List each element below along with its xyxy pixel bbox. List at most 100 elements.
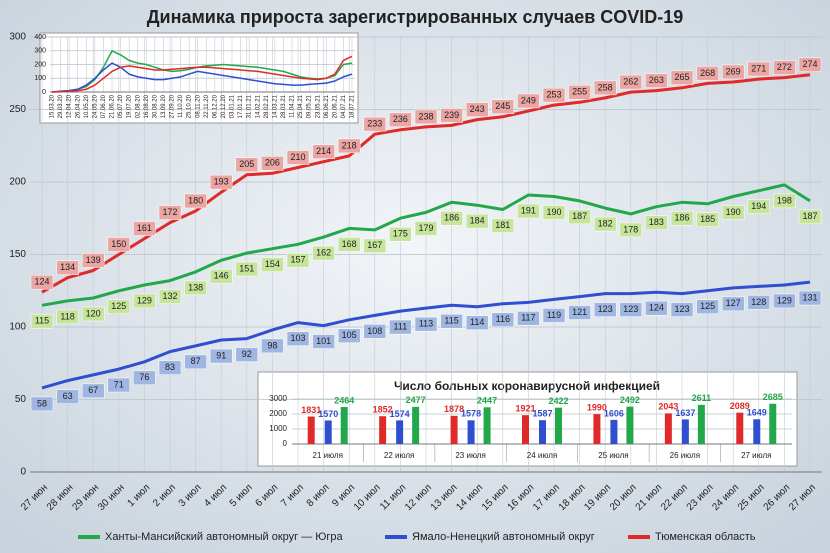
- data-label: 124: [649, 303, 664, 313]
- data-label-box: [81, 306, 105, 322]
- y-tick-label: 0: [20, 467, 26, 478]
- series-line: [51, 55, 353, 93]
- data-label: 181: [495, 220, 510, 230]
- x-tick-label: 26 июля: [670, 451, 700, 460]
- data-label-box: [337, 138, 361, 154]
- data-label-box: [568, 305, 591, 320]
- x-tick-label: 22 июля: [384, 451, 414, 460]
- data-label-box: [337, 328, 361, 343]
- data-label-box: [133, 370, 156, 386]
- data-label: 105: [342, 330, 357, 340]
- bar: [610, 419, 618, 444]
- data-label-box: [312, 334, 335, 349]
- data-label: 76: [139, 372, 149, 382]
- data-label: 210: [290, 152, 305, 162]
- data-label: 154: [265, 259, 280, 269]
- data-label-box: [235, 157, 259, 172]
- data-label: 191: [521, 205, 536, 215]
- x-tick-label: 24 июля: [527, 451, 557, 460]
- data-label: 258: [598, 82, 613, 92]
- bar: [539, 420, 546, 444]
- bar: [396, 420, 404, 444]
- x-tick-label: 12.04.20: [67, 94, 73, 118]
- bar: [753, 419, 761, 444]
- data-label-box: [286, 253, 310, 268]
- data-label: 129: [137, 295, 152, 305]
- series-line: [41, 280, 811, 390]
- data-label: 274: [802, 59, 817, 69]
- data-label: 185: [700, 214, 715, 224]
- data-label: 129: [777, 295, 792, 305]
- data-label: 58: [37, 398, 47, 408]
- data-label: 161: [137, 223, 152, 233]
- data-label-box: [619, 302, 643, 317]
- data-label: 172: [162, 207, 177, 217]
- x-tick-label: 09.05.21: [307, 94, 313, 118]
- data-label: 193: [214, 177, 229, 187]
- data-label: 182: [598, 218, 613, 228]
- data-label: 123: [623, 304, 638, 314]
- data-label-box: [721, 296, 745, 312]
- data-label: 98: [267, 340, 277, 350]
- x-tick-label: 14.03.21: [272, 94, 278, 118]
- data-label: 131: [802, 292, 817, 302]
- bar-value-label: 2447: [477, 396, 497, 406]
- x-tick-label: 16.08.20: [144, 94, 150, 118]
- x-tick-label: 30.08.20: [152, 94, 158, 118]
- x-tick-label: 31.01.21: [247, 94, 253, 118]
- data-label-box: [286, 150, 310, 165]
- data-label-box: [261, 257, 284, 272]
- data-label: 268: [700, 68, 715, 78]
- data-label-box: [414, 109, 438, 125]
- data-label-box: [286, 331, 310, 346]
- data-label: 184: [470, 216, 485, 226]
- bar-value-label: 1587: [532, 409, 552, 419]
- x-tick-label: 11.10.20: [178, 94, 184, 118]
- data-label-box: [30, 274, 54, 290]
- data-label-box: [593, 302, 617, 317]
- data-label-box: [184, 193, 207, 209]
- data-label: 151: [239, 263, 254, 273]
- bar: [522, 415, 529, 444]
- data-label-box: [133, 221, 156, 236]
- data-label: 243: [470, 104, 485, 114]
- y-tick-label: 300: [34, 48, 46, 55]
- bar: [769, 403, 777, 444]
- bar-value-label: 2422: [548, 396, 568, 406]
- x-tick-label: 13.09.20: [161, 94, 167, 118]
- x-tick-label: 22.11.20: [204, 94, 210, 118]
- bar: [555, 407, 562, 444]
- data-label: 117: [521, 313, 535, 323]
- data-label: 121: [572, 307, 587, 317]
- y-tick-label: 0: [42, 89, 46, 96]
- bar-value-label: 1574: [390, 409, 410, 419]
- data-label-box: [645, 300, 668, 316]
- data-label: 146: [214, 271, 229, 281]
- data-label: 157: [290, 255, 305, 265]
- data-label: 167: [367, 240, 382, 250]
- bar-value-label: 1921: [515, 404, 535, 414]
- data-label: 186: [674, 213, 689, 223]
- bar-value-label: 1852: [373, 405, 393, 415]
- data-label-box: [209, 174, 233, 190]
- x-tick-label: 06.12.20: [212, 94, 218, 118]
- data-label-box: [30, 314, 54, 329]
- data-label: 218: [342, 140, 357, 150]
- data-label-box: [414, 316, 438, 332]
- x-tick-label: 02.08.20: [135, 94, 141, 118]
- x-tick-label: 11.04.21: [290, 94, 296, 118]
- data-label: 262: [623, 76, 638, 86]
- bar-value-label: 1570: [318, 409, 338, 419]
- data-label-box: [670, 70, 694, 85]
- data-label-box: [670, 302, 694, 317]
- x-tick-label: 05.07.20: [118, 94, 124, 118]
- data-label: 116: [496, 314, 510, 324]
- data-label-box: [593, 80, 617, 96]
- data-label-box: [56, 260, 79, 275]
- data-label-box: [158, 360, 182, 375]
- bar: [307, 416, 315, 444]
- x-tick-label: 04.07.21: [341, 94, 347, 118]
- data-label: 190: [726, 207, 741, 217]
- y-tick-label: 100: [9, 322, 26, 333]
- data-label-box: [389, 319, 412, 335]
